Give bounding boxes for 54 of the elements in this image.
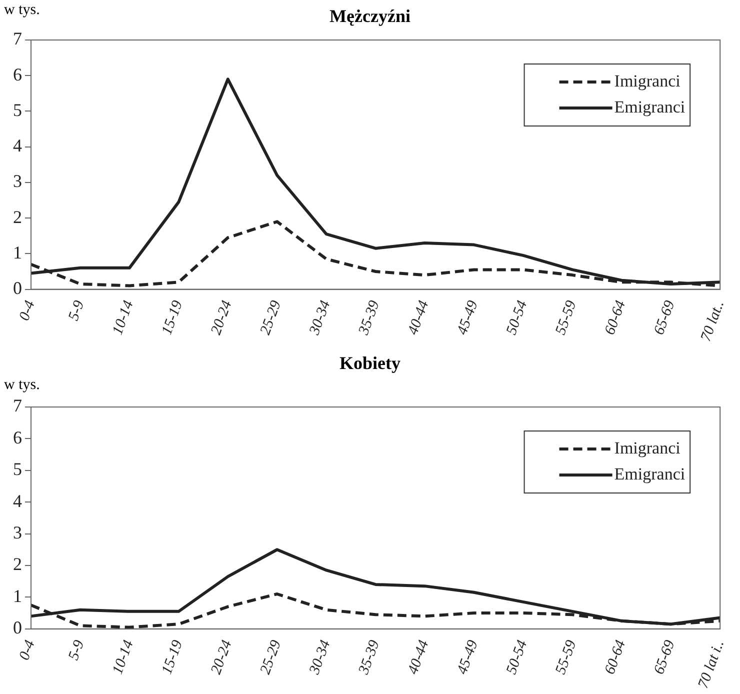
y-tick-label: 4 xyxy=(13,490,22,511)
x-tick-label: 40-44 xyxy=(405,638,432,677)
x-tick-label: 10-14 xyxy=(110,298,138,337)
y-tick-label: 1 xyxy=(13,586,22,606)
y-tick-label: 5 xyxy=(13,459,22,480)
chart-title: Kobiety xyxy=(338,353,402,374)
y-tick-label: 3 xyxy=(13,522,22,543)
x-tick-label: 60-64 xyxy=(602,298,630,337)
x-tick-label: 30-34 xyxy=(306,298,334,338)
y-tick-label: 0 xyxy=(13,618,22,638)
x-tick-label: 50-54 xyxy=(504,298,531,337)
chart-title: Mężczyźni xyxy=(330,6,410,26)
y-tick-label: 2 xyxy=(13,206,22,227)
y-tick-label: 3 xyxy=(13,171,22,192)
y-tick-label: 6 xyxy=(13,64,22,84)
x-tick-label: 25-29 xyxy=(258,298,285,337)
y-axis-title: w tys. xyxy=(4,2,40,19)
x-tick-label: 45-49 xyxy=(454,298,482,337)
x-tick-label: 70 lat.. xyxy=(698,298,728,344)
x-tick-label: 25-29 xyxy=(258,638,285,677)
x-tick-label: 55-59 xyxy=(552,638,580,677)
x-tick-label: 5-9 xyxy=(66,638,88,662)
y-tick-label: 7 xyxy=(13,396,22,416)
x-tick-label: 45-49 xyxy=(454,638,482,677)
y-axis-title: w tys. xyxy=(4,377,40,394)
x-tick-label: 40-44 xyxy=(405,298,432,337)
x-tick-label: 15-19 xyxy=(159,298,186,337)
x-tick-label: 0-4 xyxy=(16,298,39,323)
x-tick-label: 5-9 xyxy=(66,298,88,323)
x-tick-label: 60-64 xyxy=(602,638,630,677)
x-tick-label: 20-24 xyxy=(208,298,236,337)
y-tick-label: 5 xyxy=(13,100,22,120)
x-tick-label: 20-24 xyxy=(208,638,236,677)
x-tick-label: 10-14 xyxy=(110,638,138,677)
y-tick-label: 6 xyxy=(13,427,22,448)
x-tick-label: 35-39 xyxy=(356,638,384,678)
x-tick-label: 55-59 xyxy=(552,298,580,337)
legend-label: Emigranci xyxy=(614,97,686,116)
x-tick-label: 65-69 xyxy=(651,298,678,337)
x-tick-label: 35-39 xyxy=(356,298,384,338)
legend-label: Imigranci xyxy=(614,71,681,90)
legend-label: Imigranci xyxy=(614,438,681,458)
x-tick-label: 50-54 xyxy=(504,638,531,677)
y-tick-label: 4 xyxy=(13,136,22,156)
x-tick-label: 15-19 xyxy=(159,638,186,677)
x-tick-label: 65-69 xyxy=(651,638,678,677)
y-tick-label: 1 xyxy=(13,242,22,262)
x-tick-label: 70 lat i.. xyxy=(695,638,728,691)
x-tick-label: 30-34 xyxy=(306,638,334,678)
x-tick-label: 0-4 xyxy=(16,638,39,662)
y-tick-label: 7 xyxy=(13,28,22,49)
y-tick-label: 0 xyxy=(13,278,22,298)
y-tick-label: 2 xyxy=(13,554,22,574)
legend-label: Emigranci xyxy=(614,464,686,484)
